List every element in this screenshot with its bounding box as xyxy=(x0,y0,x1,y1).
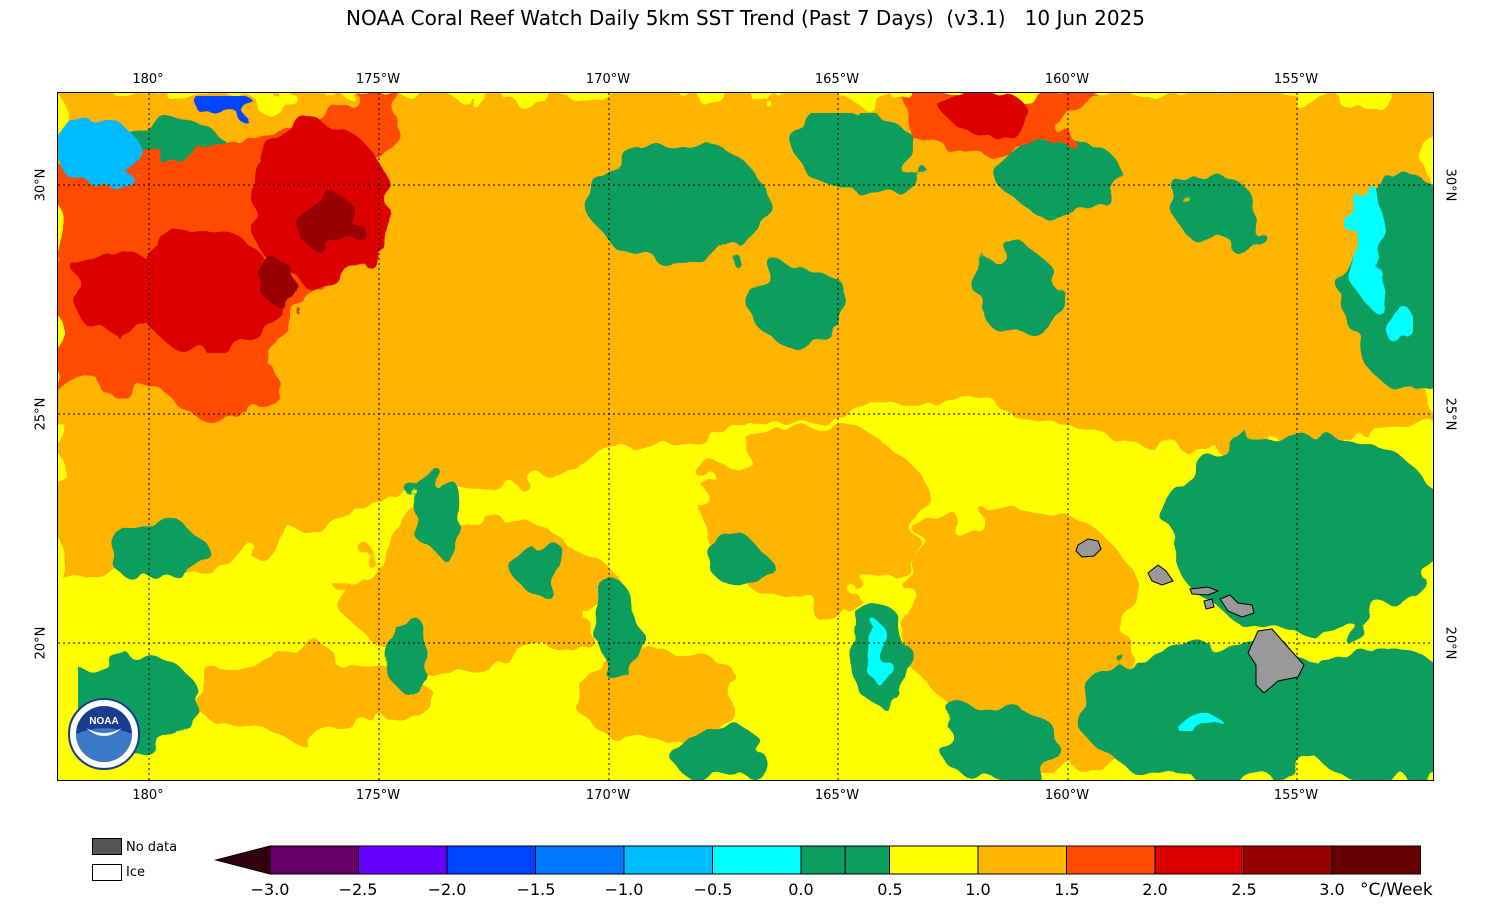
colorbar-segments xyxy=(269,845,1421,875)
colorbar-segment xyxy=(623,845,713,875)
x-tick-top: 170°W xyxy=(585,72,631,87)
colorbar xyxy=(214,845,1421,875)
colorbar-segment xyxy=(712,845,802,875)
y-tick-right: 30°N xyxy=(1442,168,1458,202)
island-oahu xyxy=(1147,564,1174,586)
x-tick-bottom: 170°W xyxy=(585,788,631,803)
colorbar-segment xyxy=(800,845,846,875)
colorbar-label: 1.5 xyxy=(1054,880,1080,899)
x-tick-bottom: 165°W xyxy=(814,788,860,803)
colorbar-label: −3.0 xyxy=(250,880,290,899)
sst-trend-field: NOAA xyxy=(58,93,1433,780)
y-tick-left: 30°N xyxy=(33,168,49,202)
colorbar-label: 3.0 xyxy=(1319,880,1345,899)
y-tick-right: 25°N xyxy=(1442,397,1458,431)
colorbar-unit: °C/Week xyxy=(1360,880,1433,900)
colorbar-segment xyxy=(889,845,979,875)
ice-label: Ice xyxy=(126,865,145,880)
colorbar-label: −2.0 xyxy=(427,880,467,899)
y-tick-left: 20°N xyxy=(33,626,49,660)
island-kauai xyxy=(1075,538,1102,558)
colorbar-label: 0.0 xyxy=(788,880,814,899)
colorbar-segment xyxy=(977,845,1067,875)
noaa-logo xyxy=(68,698,140,770)
x-tick-bottom: 155°W xyxy=(1273,788,1319,803)
y-tick-right: 20°N xyxy=(1442,626,1458,660)
field-cyan xyxy=(58,96,1413,731)
colorbar-segment xyxy=(1243,845,1333,875)
field-dark-red xyxy=(68,93,1028,353)
colorbar-label: −2.5 xyxy=(338,880,378,899)
ice-swatch xyxy=(92,864,122,881)
colorbar-segment xyxy=(1066,845,1156,875)
island-lanai xyxy=(1203,598,1215,610)
x-tick-top: 165°W xyxy=(814,72,860,87)
colorbar-segment xyxy=(1154,845,1244,875)
colorbar-segment xyxy=(535,845,625,875)
colorbar-label: −1.5 xyxy=(516,880,556,899)
colorbar-label: 1.0 xyxy=(965,880,991,899)
x-tick-top: 160°W xyxy=(1044,72,1090,87)
noaa-logo-text: NOAA xyxy=(89,716,118,727)
map-title: NOAA Coral Reef Watch Daily 5km SST Tren… xyxy=(345,6,1145,30)
island-hawaii xyxy=(1247,628,1305,694)
colorbar-segment xyxy=(1331,845,1421,875)
colorbar-label: 0.5 xyxy=(877,880,903,899)
x-tick-bottom: 180° xyxy=(132,788,164,803)
y-tick-left: 25°N xyxy=(33,397,49,431)
x-tick-top: 155°W xyxy=(1273,72,1319,87)
island-molokai xyxy=(1189,586,1220,596)
x-tick-top: 175°W xyxy=(355,72,401,87)
colorbar-segment xyxy=(269,845,359,875)
x-tick-bottom: 160°W xyxy=(1044,788,1090,803)
colorbar-segment xyxy=(844,845,890,875)
hawaiian-islands xyxy=(1075,538,1305,694)
colorbar-label: 2.5 xyxy=(1231,880,1257,899)
colorbar-segment xyxy=(358,845,448,875)
colorbar-low-extension xyxy=(214,845,271,875)
no-data-label: No data xyxy=(126,840,178,855)
colorbar-label: −0.5 xyxy=(693,880,733,899)
no-data-swatch xyxy=(92,838,122,855)
colorbar-label: 2.0 xyxy=(1142,880,1168,899)
x-tick-bottom: 175°W xyxy=(355,788,401,803)
colorbar-segment xyxy=(446,845,536,875)
x-tick-top: 180° xyxy=(132,72,164,87)
colorbar-label: −1.0 xyxy=(604,880,644,899)
sst-trend-map[interactable]: NOAA xyxy=(57,92,1434,781)
island-maui xyxy=(1219,594,1255,618)
